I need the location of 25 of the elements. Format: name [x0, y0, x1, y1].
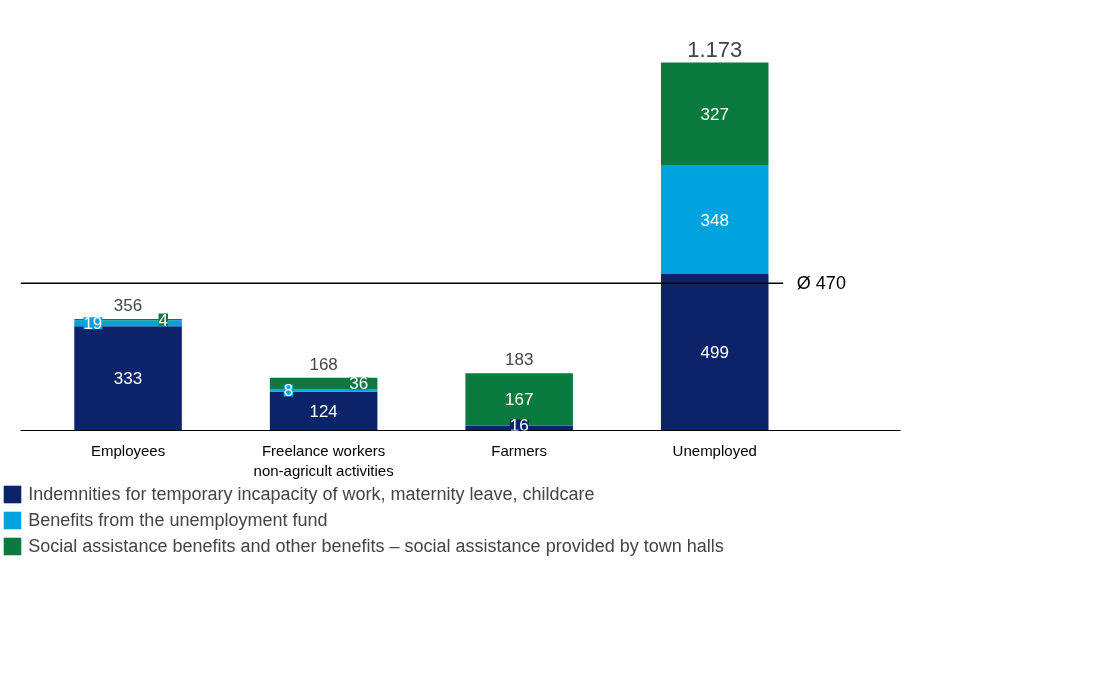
- data-label: 124: [309, 402, 338, 422]
- legend-label: Indemnities for temporary incapacity of work, maternity leave, childcare: [28, 483, 595, 505]
- x-tick-label: Unemployed: [672, 441, 757, 459]
- data-label: 333: [113, 369, 143, 389]
- total-label: 356: [113, 295, 143, 315]
- data-label: 348: [700, 210, 729, 230]
- data-label: 19: [83, 314, 103, 334]
- x-tick-label: Employees: [90, 441, 166, 459]
- data-label: 499: [700, 343, 729, 363]
- total-label: 1.173: [687, 36, 743, 62]
- total-label: 183: [504, 350, 534, 370]
- legend-label: Social assistance benefits and other benefits – social assistance provided by town halls: [28, 535, 724, 557]
- total-label: 168: [309, 354, 338, 374]
- bar: [660, 165, 769, 275]
- data-label: 327: [700, 104, 729, 124]
- x-tick-label: Farmers: [491, 441, 548, 459]
- data-label: 167: [504, 390, 534, 410]
- x-tick-label: Freelance workers non-agricult activities: [253, 441, 394, 479]
- data-label: 4: [158, 310, 168, 330]
- data-label: 36: [349, 374, 369, 394]
- data-label: 8: [283, 381, 294, 401]
- ref-line-label: Ø 470: [796, 273, 846, 294]
- legend-label: Benefits from the unemployment fund: [28, 509, 328, 531]
- bar: [660, 62, 769, 166]
- bar: [660, 274, 769, 431]
